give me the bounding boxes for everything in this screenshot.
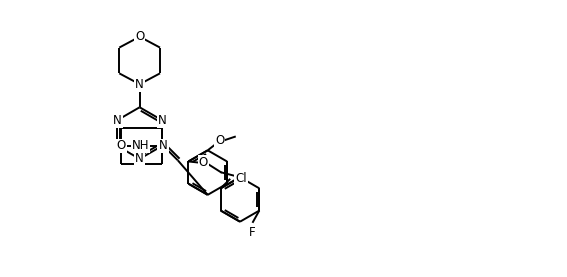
Text: N: N xyxy=(136,152,144,165)
Text: N: N xyxy=(158,114,166,127)
Text: N: N xyxy=(158,139,166,152)
Text: F: F xyxy=(249,226,256,239)
Text: N: N xyxy=(136,78,144,91)
Text: Cl: Cl xyxy=(235,172,247,185)
Text: N: N xyxy=(159,139,168,152)
Text: NH: NH xyxy=(132,139,149,152)
Text: O: O xyxy=(215,134,225,147)
Text: N: N xyxy=(113,114,122,127)
Text: O: O xyxy=(117,139,126,152)
Text: O: O xyxy=(198,156,208,169)
Text: O: O xyxy=(135,30,144,43)
